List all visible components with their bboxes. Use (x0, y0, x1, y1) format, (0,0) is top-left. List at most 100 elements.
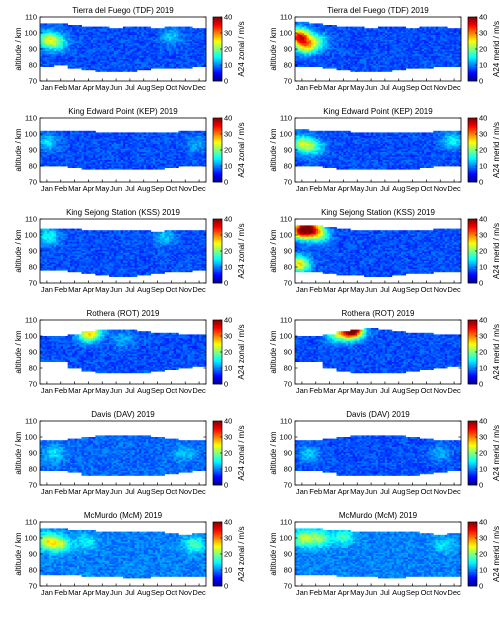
heatmap-cell (99, 34, 103, 37)
heatmap-cell (134, 65, 138, 67)
x-tick-label: Sep (406, 83, 419, 92)
heatmap-cell (79, 33, 82, 35)
heatmap-cell (324, 58, 328, 61)
heatmap-cell (95, 61, 99, 64)
heatmap-cell (74, 57, 78, 59)
heatmap-cell (51, 57, 55, 59)
heatmap-cell (72, 58, 75, 61)
heatmap-cell (306, 39, 310, 42)
heatmap-cell (203, 42, 207, 45)
heatmap-cell (350, 31, 354, 34)
heatmap-cell (341, 31, 344, 34)
heatmap-cell (104, 36, 108, 39)
heatmap-cell (104, 31, 108, 34)
heatmap-cell (86, 29, 89, 32)
heatmap-cell (141, 49, 145, 51)
heatmap-cell (134, 42, 138, 45)
heatmap-cell (67, 58, 71, 61)
heatmap-cell (203, 29, 207, 32)
heatmap-cell (60, 34, 64, 37)
heatmap-cell (44, 31, 48, 34)
heatmap-cell (44, 49, 48, 51)
heatmap-cell (348, 34, 351, 37)
heatmap-cell (51, 41, 55, 43)
heatmap-cell (162, 44, 165, 47)
heatmap-cell (123, 50, 126, 53)
heatmap-cell (178, 34, 182, 37)
heatmap-cell (79, 47, 82, 50)
heatmap-cell (74, 49, 78, 51)
heatmap-cell (166, 47, 170, 50)
heatmap-cell (354, 68, 358, 71)
heatmap-cell (187, 49, 191, 51)
heatmap-cell (143, 60, 147, 63)
heatmap-cell (129, 50, 133, 53)
heatmap-cell (308, 58, 312, 61)
heatmap-cell (187, 34, 191, 37)
heatmap-cell (146, 29, 149, 32)
heatmap-cell (315, 34, 319, 37)
heatmap-cell (69, 41, 73, 43)
heatmap-cell (42, 23, 46, 26)
heatmap-cell (201, 28, 205, 31)
heatmap-cell (79, 36, 82, 39)
heatmap-cell (106, 60, 110, 63)
heatmap-cell (93, 29, 96, 32)
heatmap-cell (88, 50, 92, 53)
heatmap-cell (352, 57, 356, 59)
heatmap-cell (86, 45, 89, 48)
heatmap-cell (318, 25, 321, 27)
heatmap-cell (299, 33, 303, 35)
heatmap-cell (304, 31, 307, 34)
heatmap-cell (81, 36, 85, 39)
heatmap-cell (295, 39, 298, 42)
heatmap-cell (354, 61, 358, 64)
heatmap-cell (336, 65, 340, 67)
heatmap-cell (60, 49, 64, 51)
heatmap-cell (295, 53, 298, 56)
heatmap-cell (143, 31, 147, 34)
heatmap-cell (306, 50, 310, 53)
heatmap-cell (311, 37, 314, 40)
heatmap-cell (76, 33, 80, 35)
heatmap-cell (152, 28, 156, 31)
heatmap-cell (357, 26, 360, 29)
heatmap-cell (343, 49, 347, 51)
heatmap-cell (173, 37, 177, 40)
heatmap-cell (139, 28, 142, 31)
heatmap-cell (299, 63, 303, 66)
heatmap-cell (102, 34, 105, 37)
heatmap-cell (118, 44, 122, 47)
heatmap-cell (155, 39, 158, 42)
heatmap-cell (123, 26, 126, 29)
heatmap-cell (111, 132, 115, 135)
heatmap-cell (327, 50, 330, 53)
heatmap-cell (199, 47, 202, 50)
heatmap-cell (116, 41, 119, 43)
heatmap-cell (49, 23, 52, 26)
heatmap-cell (171, 44, 175, 47)
heatmap-cell (53, 44, 57, 47)
heatmap-cell (93, 39, 96, 42)
heatmap-cell (67, 60, 71, 63)
heatmap-cell (189, 66, 193, 69)
heatmap-cell (132, 26, 135, 29)
heatmap-cell (106, 41, 110, 43)
heatmap-cell (58, 28, 62, 31)
heatmap-cell (148, 26, 152, 29)
heatmap-cell (116, 44, 119, 47)
heatmap-cell (159, 49, 163, 51)
heatmap-cell (173, 45, 177, 48)
heatmap-cell (81, 50, 85, 53)
heatmap-cell (308, 52, 312, 55)
heatmap-cell (166, 37, 170, 40)
heatmap-cell (166, 61, 170, 64)
heatmap-cell (104, 49, 108, 51)
heatmap-cell (185, 52, 188, 55)
heatmap-cell (196, 55, 200, 58)
heatmap-cell (99, 47, 103, 50)
heatmap-cell (348, 28, 351, 31)
heatmap-cell (143, 28, 147, 31)
heatmap-cell (116, 39, 119, 42)
heatmap-cell (301, 34, 305, 37)
